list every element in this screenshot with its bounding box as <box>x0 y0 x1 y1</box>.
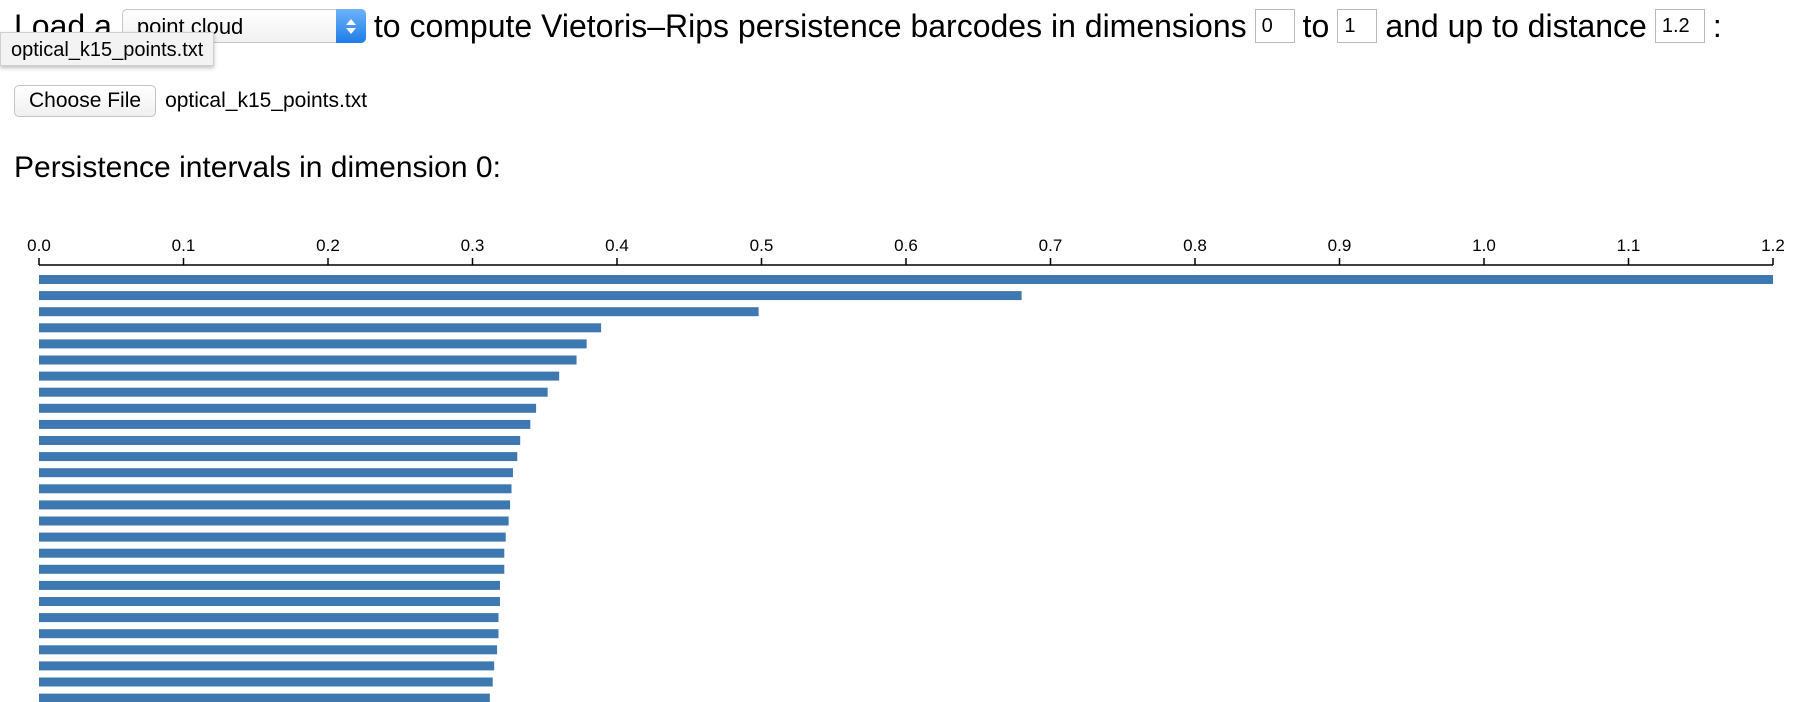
file-input-row: Choose File optical_k15_points.txt <box>14 84 367 118</box>
persistence-bar <box>39 484 512 494</box>
x-tick-label: 0.1 <box>172 236 196 255</box>
persistence-bar <box>39 355 577 365</box>
dimension-max-input[interactable] <box>1337 9 1378 43</box>
bars <box>39 275 1773 702</box>
x-tick-label: 0.9 <box>1328 236 1352 255</box>
x-tick-label: 1.2 <box>1761 236 1785 255</box>
persistence-bar <box>39 500 511 510</box>
max-distance-input[interactable] <box>1654 9 1705 43</box>
persistence-bar <box>39 580 500 590</box>
dimension-min-input[interactable] <box>1254 9 1295 43</box>
persistence-bar <box>39 371 560 381</box>
chevron-up-icon <box>345 18 356 25</box>
barcode-chart: 0.0 0.1 0.2 0.3 0.4 0.5 0.6 0.7 0.8 0.9 1.0 1.1 1.2 <box>27 236 1785 702</box>
distance-text: and up to distance <box>1385 7 1647 44</box>
persistence-bar <box>39 275 1773 284</box>
input-type-select[interactable]: point cloud <box>121 9 366 43</box>
persistence-bar <box>39 613 499 623</box>
x-tick-label: 1.0 <box>1472 236 1496 255</box>
persistence-bar <box>39 307 759 317</box>
persistence-bar <box>39 339 587 349</box>
compute-text: to compute Vietoris–Rips persistence bar… <box>373 7 1247 44</box>
chevron-down-icon <box>345 27 356 34</box>
persistence-bar <box>39 548 505 558</box>
x-tick-label: 1.1 <box>1617 236 1641 255</box>
persistence-bar <box>39 597 500 606</box>
to-text: to <box>1302 7 1330 44</box>
x-tick-label: 0.4 <box>605 236 629 255</box>
controls-line: Load a point cloud to compute Vietoris–R… <box>14 4 1722 48</box>
persistence-bar <box>39 323 602 333</box>
persistence-bar <box>39 419 531 429</box>
x-tick-label: 0.6 <box>894 236 918 255</box>
persistence-bar <box>39 661 495 671</box>
select-arrows-icon <box>335 9 366 43</box>
x-tick-label: 0.5 <box>750 236 774 255</box>
x-axis: 0.0 0.1 0.2 0.3 0.4 0.5 0.6 0.7 0.8 0.9 1.0 1.1 1.2 <box>27 236 1785 266</box>
choose-file-button[interactable]: Choose File <box>14 85 157 117</box>
persistence-bar <box>39 693 490 702</box>
persistence-bar <box>39 452 518 462</box>
persistence-bar <box>39 436 521 445</box>
persistence-bar <box>39 291 1022 301</box>
x-tick-label: 0.0 <box>27 236 51 255</box>
section-heading: Persistence intervals in dimension 0: <box>14 151 501 184</box>
x-tick-label: 0.7 <box>1039 236 1063 255</box>
persistence-bar <box>39 387 548 397</box>
selected-file-name: optical_k15_points.txt <box>165 89 368 112</box>
persistence-bar <box>39 564 505 574</box>
x-tick-label: 0.2 <box>316 236 340 255</box>
persistence-bar <box>39 532 506 542</box>
x-tick-label: 0.3 <box>461 236 485 255</box>
colon-text: : <box>1712 7 1722 44</box>
persistence-bar <box>39 403 537 413</box>
persistence-bar <box>39 645 498 655</box>
file-name-tooltip: optical_k15_points.txt <box>0 32 215 66</box>
x-tick-label: 0.8 <box>1183 236 1207 255</box>
persistence-bar <box>39 629 499 639</box>
persistence-bar <box>39 677 493 687</box>
persistence-bar <box>39 516 509 526</box>
persistence-bar <box>39 468 513 478</box>
